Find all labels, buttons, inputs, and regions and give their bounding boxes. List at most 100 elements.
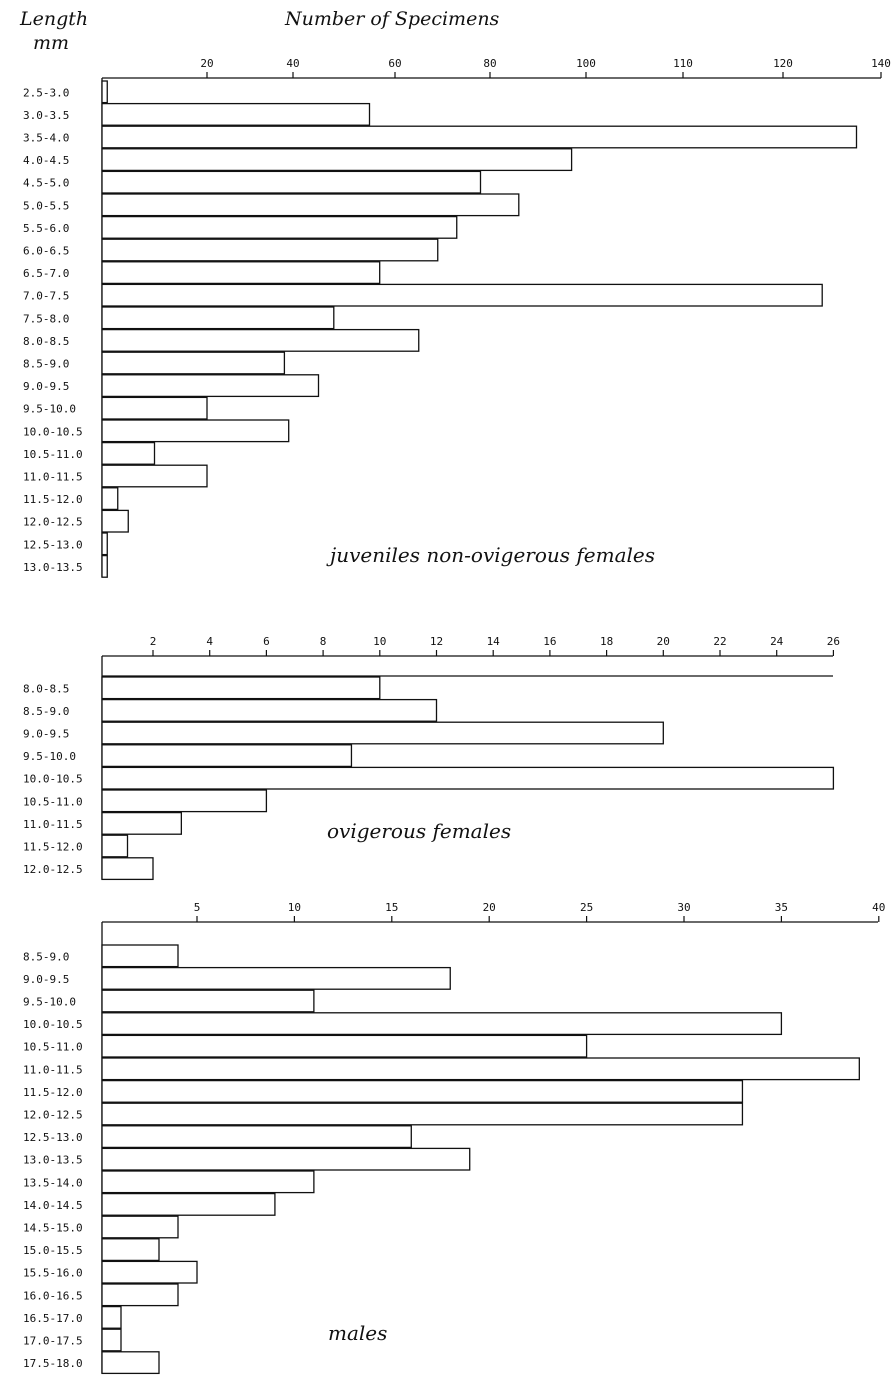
category-label: 3.5-4.0	[23, 132, 69, 145]
tick-label: 60	[388, 57, 401, 70]
tick-label: 14	[487, 635, 501, 648]
bar	[101, 102, 371, 126]
tick-label: 120	[773, 57, 793, 70]
bar	[101, 554, 108, 578]
category-label: 9.0-9.5	[23, 728, 69, 741]
tick-label: 40	[872, 901, 885, 914]
category-label: 14.0-14.5	[23, 1199, 83, 1212]
bar	[101, 1328, 122, 1352]
tick-label: 20	[200, 57, 213, 70]
bar	[101, 744, 353, 768]
category-label: 10.5-11.0	[23, 448, 83, 461]
category-label: 5.0-5.5	[23, 199, 69, 212]
bar	[101, 1125, 412, 1149]
bar	[101, 532, 108, 556]
category-label: 10.0-10.5	[23, 425, 83, 438]
panel-title-males: males	[328, 1321, 387, 1345]
tick-label: 22	[713, 635, 726, 648]
category-label: 10.0-10.5	[23, 1018, 83, 1031]
category-label: 8.5-9.0	[23, 705, 69, 718]
bar	[101, 396, 208, 420]
bar	[101, 1012, 783, 1036]
tick-label: 80	[483, 57, 496, 70]
count-axis-title-text: Number of Specimens	[285, 8, 500, 30]
bar	[101, 1260, 198, 1284]
category-label: 11.5-12.0	[23, 1086, 83, 1099]
category-label: 12.5-13.0	[23, 1131, 83, 1144]
category-label: 2.5-3.0	[23, 86, 69, 99]
bar	[101, 351, 286, 375]
bar	[101, 193, 520, 217]
category-label: 16.5-17.0	[23, 1312, 83, 1325]
count-axis-title: Number of Specimens	[285, 8, 499, 30]
bar	[101, 1170, 315, 1194]
bar	[101, 1305, 122, 1329]
tick-label: 2	[150, 635, 157, 648]
bar	[101, 1192, 276, 1216]
category-label: 8.0-8.5	[23, 335, 69, 348]
category-label: 9.0-9.5	[23, 973, 69, 986]
category-label: 13.0-13.5	[23, 561, 83, 574]
bar	[101, 966, 451, 990]
bar	[101, 1147, 471, 1171]
tick-label: 6	[263, 635, 270, 648]
category-label: 10.5-11.0	[23, 1041, 83, 1054]
panel-juveniles: 20 40 60 80 100 110 120 140 2.5-3.0 3.0-3.5 3.5-4.…	[23, 57, 891, 578]
panel-title-ovigerous: ovigerous females	[327, 819, 511, 843]
tick-label: 10	[373, 635, 386, 648]
category-label: 4.0-4.5	[23, 154, 69, 167]
tick-label: 100	[576, 57, 596, 70]
bar	[101, 419, 290, 443]
bar	[101, 1283, 179, 1307]
category-label: 15.5-16.0	[23, 1267, 83, 1280]
tick-label: 4	[206, 635, 213, 648]
bar	[101, 1079, 744, 1103]
bar	[101, 374, 320, 398]
tick-label: 10	[288, 901, 301, 914]
bar	[101, 834, 129, 858]
category-label: 11.0-11.5	[23, 471, 83, 484]
bar	[101, 261, 381, 285]
bar	[101, 238, 439, 262]
category-label: 9.0-9.5	[23, 380, 69, 393]
category-label: 4.5-5.0	[23, 177, 69, 190]
category-label: 8.0-8.5	[23, 682, 69, 695]
length-axis-title-line1: Length	[20, 8, 89, 30]
category-label: 16.0-16.5	[23, 1289, 83, 1302]
tick-label: 20	[657, 635, 670, 648]
tick-label: 25	[580, 901, 593, 914]
category-label: 11.0-11.5	[23, 1063, 83, 1076]
bar	[101, 698, 438, 722]
category-label: 8.5-9.0	[23, 950, 69, 963]
length-axis-title: Length	[20, 8, 88, 30]
category-label: 12.0-12.5	[23, 863, 83, 876]
bar	[101, 1034, 588, 1058]
category-label: 11.5-12.0	[23, 493, 83, 506]
bar	[101, 148, 573, 172]
bar	[101, 487, 119, 511]
bar	[101, 1215, 179, 1239]
bar	[101, 811, 182, 835]
bar	[101, 721, 664, 745]
length-axis-title-line2: mm	[33, 32, 70, 54]
tick-label: 35	[775, 901, 788, 914]
tick-label: 30	[677, 901, 690, 914]
length-axis-unit: mm	[33, 32, 69, 54]
category-label: 6.5-7.0	[23, 267, 69, 280]
category-label: 9.5-10.0	[23, 750, 76, 763]
bar	[101, 1102, 744, 1126]
bar	[101, 328, 420, 352]
bar	[101, 125, 858, 149]
category-label: 12.0-12.5	[23, 516, 83, 529]
category-label: 5.5-6.0	[23, 222, 69, 235]
category-label: 8.5-9.0	[23, 358, 69, 371]
tick-label: 40	[286, 57, 299, 70]
bar	[101, 1238, 160, 1262]
category-label: 7.5-8.0	[23, 312, 69, 325]
bar	[101, 215, 458, 239]
tick-label: 5	[194, 901, 201, 914]
bar	[101, 1057, 860, 1081]
panel-ovigerous: 2 4 6 8 10 12 14 16 18 20 22 24 268.0-8.58.5-9.09.0-…	[23, 635, 840, 881]
